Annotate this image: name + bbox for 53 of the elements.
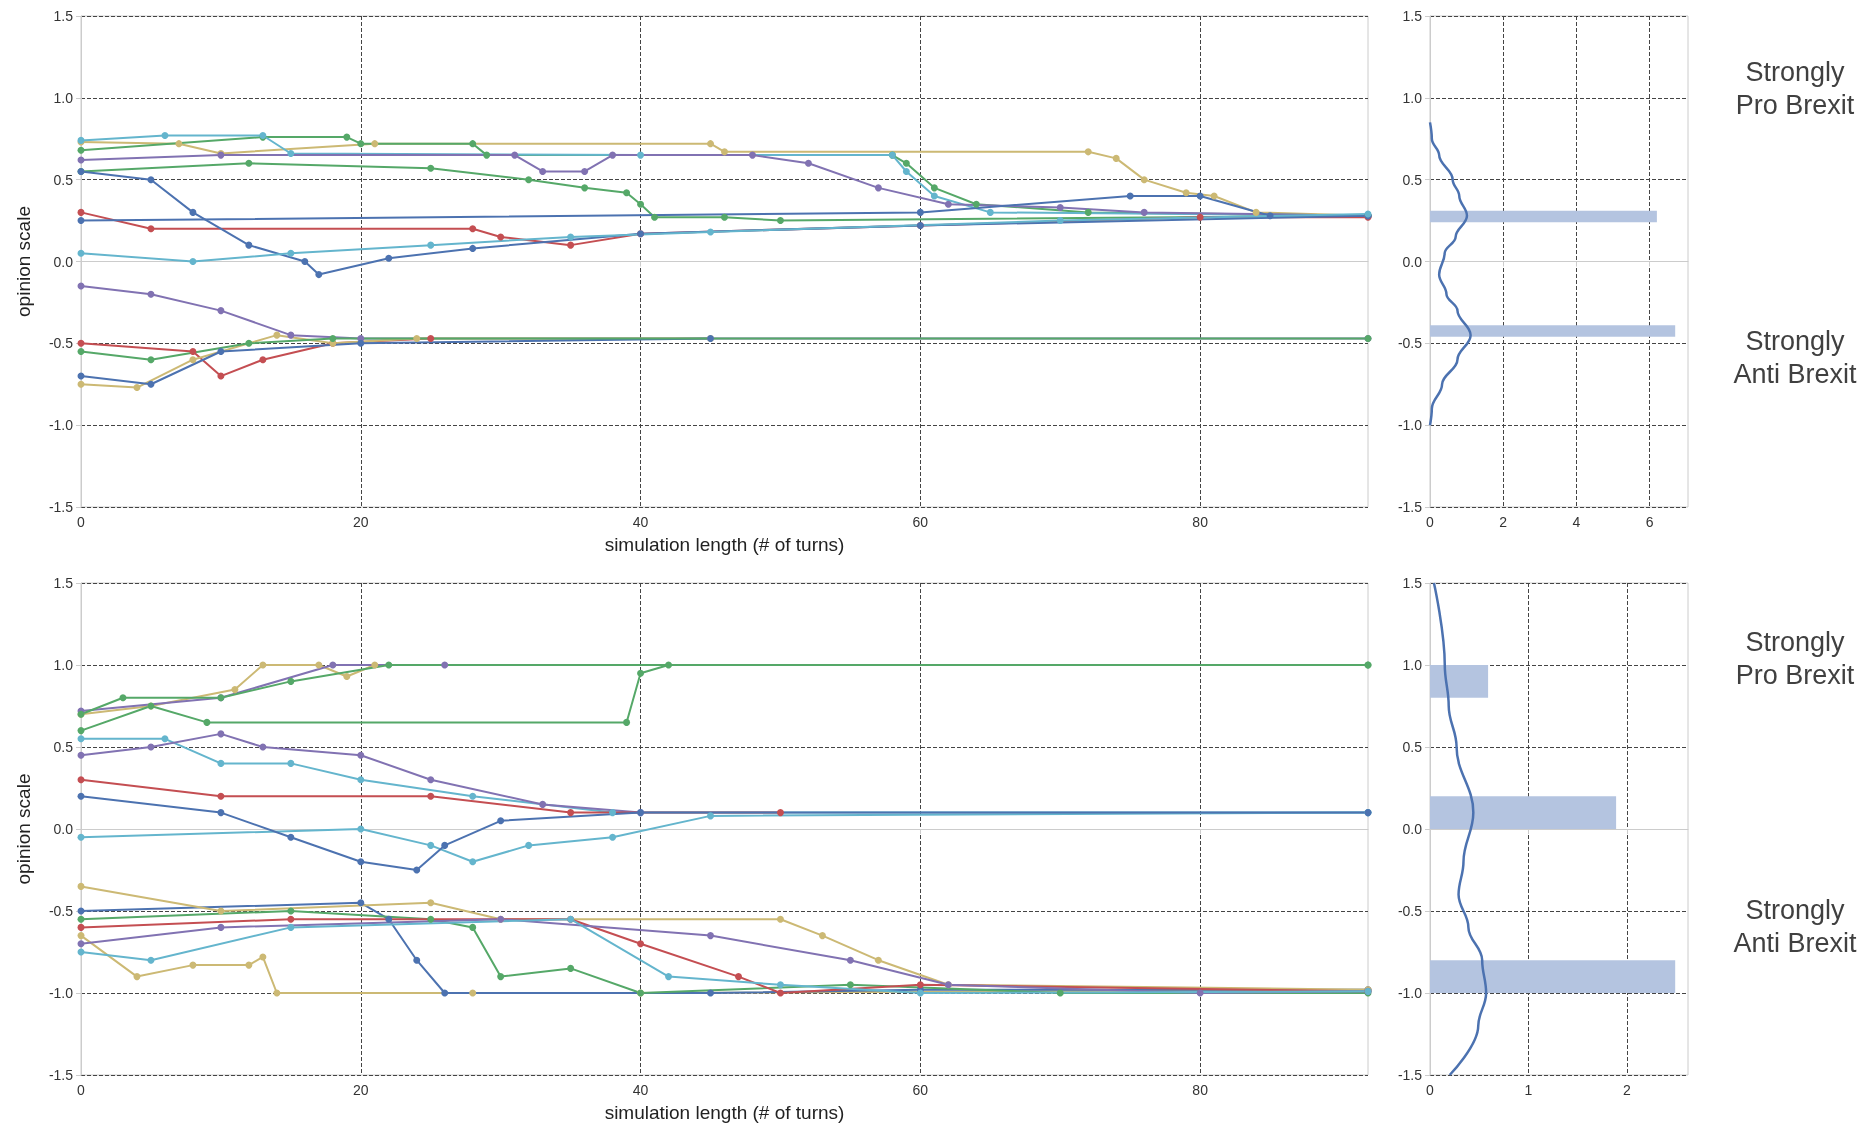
y-tick-label: 0.0 bbox=[1402, 253, 1423, 270]
x-tick-label: 60 bbox=[912, 1082, 929, 1098]
y-tick-label: -1.5 bbox=[1397, 499, 1423, 515]
y-tick-label: -1.5 bbox=[48, 1067, 74, 1083]
x-tick-label: 20 bbox=[352, 514, 369, 530]
y-tick-label: 1.5 bbox=[1402, 8, 1423, 24]
y-axis-title: opinion scale bbox=[13, 773, 34, 885]
x-tick-label: 0 bbox=[77, 514, 86, 530]
x-axis-title: simulation length (# of turns) bbox=[604, 1102, 845, 1123]
x-tick-label: 0 bbox=[77, 1082, 86, 1098]
y-tick-label: 1.5 bbox=[1402, 575, 1423, 591]
y-tick-label: -1.0 bbox=[48, 985, 74, 1001]
y-tick-label: 0.0 bbox=[53, 821, 74, 837]
y-tick-label: -0.5 bbox=[48, 903, 74, 919]
y-tick-label: 1.5 bbox=[53, 575, 74, 591]
y-tick-label: -1.5 bbox=[48, 499, 74, 515]
x-tick-label: 6 bbox=[1645, 514, 1654, 530]
x-tick-label: 80 bbox=[1192, 514, 1209, 530]
y-tick-label: -0.5 bbox=[1397, 903, 1423, 919]
y-tick-label: 0.5 bbox=[53, 739, 74, 755]
y-tick-label: -0.5 bbox=[48, 335, 74, 352]
x-tick-label: 40 bbox=[632, 1082, 649, 1098]
x-tick-label: 0 bbox=[1426, 514, 1435, 530]
text: Strongly Anti Brexit bbox=[1732, 324, 1858, 391]
y-tick-label: 0.5 bbox=[53, 171, 74, 188]
x-tick-label: 2 bbox=[1623, 1082, 1632, 1098]
y-tick-label: -1.0 bbox=[1397, 985, 1423, 1001]
y-tick-label: 1.5 bbox=[53, 8, 74, 24]
x-tick-label: 1 bbox=[1524, 1082, 1533, 1098]
y-tick-label: -0.5 bbox=[1397, 335, 1423, 352]
x-tick-label: 4 bbox=[1572, 514, 1581, 530]
x-axis-title: simulation length (# of turns) bbox=[604, 534, 845, 555]
y-tick-label: 0.5 bbox=[1402, 171, 1423, 188]
y-tick-label: -1.0 bbox=[48, 417, 74, 434]
y-tick-label: 1.0 bbox=[1402, 657, 1423, 673]
y-tick-label: -1.5 bbox=[1397, 1067, 1423, 1083]
text: Strongly Pro Brexit bbox=[1734, 56, 1856, 122]
y-axis-title: opinion scale bbox=[13, 206, 34, 317]
text: Strongly Anti Brexit bbox=[1732, 894, 1858, 961]
y-tick-label: 1.0 bbox=[53, 89, 74, 106]
x-tick-label: 40 bbox=[632, 514, 649, 530]
x-tick-label: 80 bbox=[1192, 1082, 1209, 1098]
y-tick-label: 0.5 bbox=[1402, 739, 1423, 755]
x-tick-label: 60 bbox=[912, 514, 929, 530]
text: Strongly Pro Brexit bbox=[1734, 625, 1856, 692]
y-tick-label: -1.0 bbox=[1397, 417, 1423, 434]
y-tick-label: 1.0 bbox=[1402, 89, 1423, 106]
y-tick-label: 0.0 bbox=[53, 253, 74, 270]
y-tick-label: 1.0 bbox=[53, 657, 74, 673]
x-tick-label: 2 bbox=[1499, 514, 1508, 530]
x-tick-label: 0 bbox=[1426, 1082, 1435, 1098]
y-tick-label: 0.0 bbox=[1402, 821, 1423, 837]
x-tick-label: 20 bbox=[352, 1082, 369, 1098]
